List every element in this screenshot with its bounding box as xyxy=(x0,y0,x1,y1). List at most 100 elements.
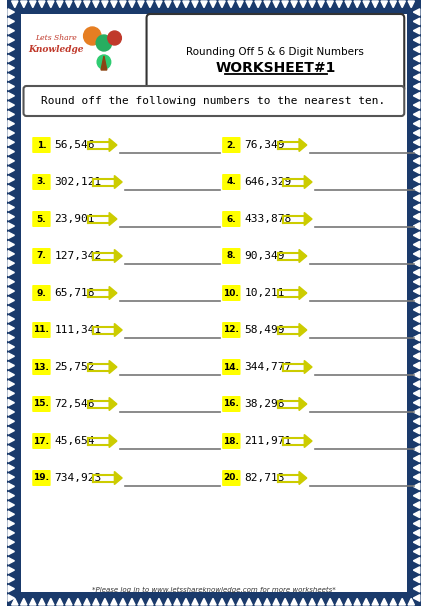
Polygon shape xyxy=(272,1,279,8)
Polygon shape xyxy=(110,598,117,605)
Polygon shape xyxy=(412,241,419,248)
Polygon shape xyxy=(8,390,14,397)
Text: Lets Share: Lets Share xyxy=(35,34,76,42)
Polygon shape xyxy=(209,1,216,8)
Polygon shape xyxy=(114,471,122,485)
Polygon shape xyxy=(8,185,14,192)
Polygon shape xyxy=(412,390,419,397)
Polygon shape xyxy=(304,361,311,373)
Polygon shape xyxy=(412,436,419,443)
Polygon shape xyxy=(218,1,225,8)
Text: 23,901: 23,901 xyxy=(55,214,95,224)
Polygon shape xyxy=(412,511,419,518)
FancyBboxPatch shape xyxy=(32,248,51,264)
Polygon shape xyxy=(138,598,144,605)
Polygon shape xyxy=(8,325,14,331)
Polygon shape xyxy=(109,287,117,299)
Polygon shape xyxy=(317,1,324,8)
Polygon shape xyxy=(412,139,419,145)
Polygon shape xyxy=(119,598,126,605)
Text: 17.: 17. xyxy=(33,436,49,445)
Text: 58,499: 58,499 xyxy=(244,325,284,335)
Polygon shape xyxy=(92,598,99,605)
FancyBboxPatch shape xyxy=(146,14,403,92)
Polygon shape xyxy=(412,83,419,90)
Polygon shape xyxy=(304,213,311,225)
Polygon shape xyxy=(362,1,368,8)
Polygon shape xyxy=(344,1,351,8)
Polygon shape xyxy=(412,362,419,369)
Polygon shape xyxy=(398,1,404,8)
Polygon shape xyxy=(8,158,14,164)
Polygon shape xyxy=(8,148,14,155)
Polygon shape xyxy=(412,46,419,53)
Polygon shape xyxy=(155,598,162,605)
Text: 56,546: 56,546 xyxy=(55,140,95,150)
Polygon shape xyxy=(263,598,270,605)
FancyBboxPatch shape xyxy=(222,322,240,338)
Polygon shape xyxy=(412,130,419,136)
Polygon shape xyxy=(147,598,153,605)
Text: 111,341: 111,341 xyxy=(55,325,101,335)
Text: 3.: 3. xyxy=(37,178,46,187)
Polygon shape xyxy=(407,598,414,605)
Polygon shape xyxy=(326,598,333,605)
Text: *Please log in to www.letsshareknowledge.com for more worksheets*: *Please log in to www.letsshareknowledge… xyxy=(92,587,335,593)
Text: 19.: 19. xyxy=(33,473,49,482)
Polygon shape xyxy=(8,111,14,118)
Text: 20.: 20. xyxy=(223,473,239,482)
Polygon shape xyxy=(8,55,14,62)
Text: 45,654: 45,654 xyxy=(55,436,95,446)
Polygon shape xyxy=(109,213,117,225)
Polygon shape xyxy=(412,288,419,295)
Polygon shape xyxy=(8,483,14,490)
Text: 2.: 2. xyxy=(226,141,236,150)
Polygon shape xyxy=(412,9,419,15)
Polygon shape xyxy=(412,427,419,434)
Polygon shape xyxy=(12,598,18,605)
Polygon shape xyxy=(254,598,261,605)
Polygon shape xyxy=(173,1,180,8)
Polygon shape xyxy=(119,1,126,8)
Polygon shape xyxy=(92,1,99,8)
Text: 5.: 5. xyxy=(37,215,46,224)
Polygon shape xyxy=(8,18,14,25)
Polygon shape xyxy=(8,558,14,564)
Polygon shape xyxy=(83,1,90,8)
Polygon shape xyxy=(8,204,14,211)
Text: 12.: 12. xyxy=(223,325,239,335)
Polygon shape xyxy=(8,307,14,313)
Polygon shape xyxy=(412,74,419,81)
FancyBboxPatch shape xyxy=(32,470,51,486)
Polygon shape xyxy=(412,297,419,304)
Text: 9.: 9. xyxy=(37,288,46,298)
Polygon shape xyxy=(412,55,419,62)
Polygon shape xyxy=(335,1,342,8)
Polygon shape xyxy=(8,362,14,369)
FancyBboxPatch shape xyxy=(222,470,240,486)
Polygon shape xyxy=(8,130,14,136)
Polygon shape xyxy=(164,598,171,605)
Polygon shape xyxy=(412,344,419,350)
Circle shape xyxy=(83,27,101,45)
FancyBboxPatch shape xyxy=(222,396,240,412)
FancyBboxPatch shape xyxy=(32,359,51,375)
Polygon shape xyxy=(412,335,419,341)
Polygon shape xyxy=(128,598,135,605)
Polygon shape xyxy=(353,598,360,605)
Polygon shape xyxy=(412,548,419,555)
FancyBboxPatch shape xyxy=(222,174,240,190)
Text: 72,546: 72,546 xyxy=(55,399,95,409)
Polygon shape xyxy=(412,567,419,573)
Polygon shape xyxy=(8,83,14,90)
Polygon shape xyxy=(20,598,27,605)
Polygon shape xyxy=(290,598,296,605)
Polygon shape xyxy=(138,1,144,8)
Polygon shape xyxy=(272,598,279,605)
Text: 6.: 6. xyxy=(226,215,236,224)
Polygon shape xyxy=(101,1,108,8)
Text: Rounding Off 5 & 6 Digit Numbers: Rounding Off 5 & 6 Digit Numbers xyxy=(186,47,363,57)
Text: 90,349: 90,349 xyxy=(244,251,284,261)
Polygon shape xyxy=(412,576,419,583)
Polygon shape xyxy=(412,279,419,285)
